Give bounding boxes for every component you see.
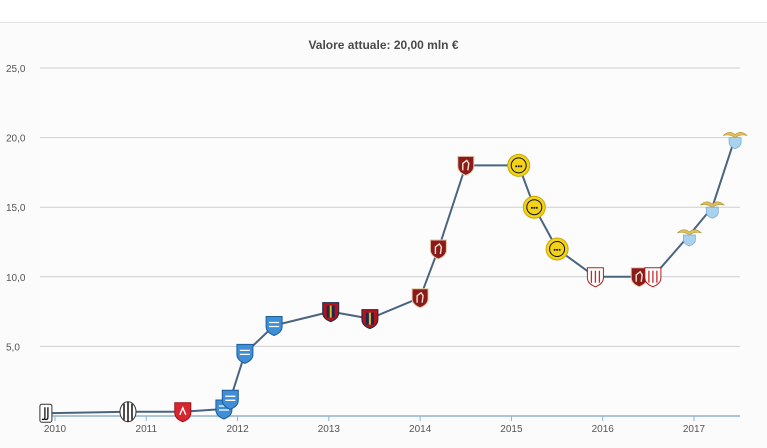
lazio-shield xyxy=(683,234,696,247)
top-bar xyxy=(0,0,767,23)
x-tick-label: 2010 xyxy=(44,424,67,435)
genoa-center xyxy=(329,305,332,318)
y-tick-label: 10,0 xyxy=(6,273,26,284)
pescara-bands xyxy=(269,321,280,328)
data-point: ▪▪▪ xyxy=(507,153,531,177)
y-tick-label: 15,0 xyxy=(6,203,26,214)
bvb-badge-ring xyxy=(526,199,543,216)
x-tick-label: 2015 xyxy=(500,424,523,435)
y-tick-label: 20,0 xyxy=(6,134,26,145)
y-tick-label: 5,0 xyxy=(6,342,20,353)
x-tick-label: 2016 xyxy=(592,424,615,435)
pescara-bands xyxy=(225,395,236,401)
badge-shield xyxy=(457,155,475,176)
sevilla-stripes xyxy=(590,270,601,283)
data-point xyxy=(722,132,748,150)
data-point xyxy=(174,402,192,423)
grosseto-mark xyxy=(179,406,187,416)
x-axis: 2010 2011 2012 2013 2014 2015 2016 2017 xyxy=(44,416,706,435)
club-markers: ▪▪▪ ▪▪▪ ▪▪▪ xyxy=(39,132,748,423)
torino-bull xyxy=(416,291,424,303)
data-point xyxy=(119,401,137,423)
torino-bull xyxy=(635,270,643,282)
grid-lines xyxy=(40,67,740,417)
data-point xyxy=(644,267,662,288)
bvb-badge-ring xyxy=(510,157,527,174)
data-point xyxy=(322,302,340,323)
data-point xyxy=(221,389,239,410)
badge-shield xyxy=(429,239,447,260)
badge-shield xyxy=(174,402,192,423)
data-point: ▪▪▪ xyxy=(545,237,569,261)
lazio-shield xyxy=(728,137,742,150)
data-point xyxy=(265,316,283,337)
data-point xyxy=(429,239,447,260)
chart-title: Valore attuale: 20,00 mln € xyxy=(308,38,459,52)
torino-bull xyxy=(462,159,470,171)
plot-background xyxy=(40,68,740,416)
x-tick-label: 2012 xyxy=(226,424,249,435)
badge-shield xyxy=(411,288,429,309)
data-point xyxy=(700,201,725,219)
bvb-badge-glyph: ▪▪▪ xyxy=(531,205,539,212)
sevilla-stripes xyxy=(648,270,658,283)
data-point xyxy=(236,343,254,364)
y-axis: 25,0 20,0 15,0 10,0 5,0 xyxy=(6,64,26,353)
y-tick-label: 25,0 xyxy=(6,64,26,75)
data-point xyxy=(39,403,53,423)
data-point xyxy=(457,155,475,176)
juve-badge xyxy=(39,403,53,423)
bvb-badge-ring xyxy=(549,241,566,257)
genoa-center xyxy=(368,312,371,325)
data-point xyxy=(361,309,379,330)
lazio-eagle xyxy=(677,229,702,236)
data-point xyxy=(411,288,429,309)
x-tick-label: 2017 xyxy=(683,424,706,435)
torino-bull xyxy=(434,242,443,255)
data-point xyxy=(586,267,604,288)
x-tick-label: 2011 xyxy=(136,424,158,435)
juve-stripes xyxy=(123,401,133,422)
data-point xyxy=(677,229,702,247)
lazio-eagle xyxy=(700,201,725,208)
x-tick-label: 2014 xyxy=(409,424,432,435)
bvb-badge-glyph: ▪▪▪ xyxy=(515,163,523,170)
data-point: ▪▪▪ xyxy=(522,195,546,219)
x-tick-label: 2013 xyxy=(318,424,341,435)
pescara-bands xyxy=(239,349,250,356)
juve-letters xyxy=(41,407,49,421)
lazio-shield xyxy=(705,206,719,219)
lazio-eagle xyxy=(722,132,748,139)
bvb-badge-glyph: ▪▪▪ xyxy=(553,247,561,254)
